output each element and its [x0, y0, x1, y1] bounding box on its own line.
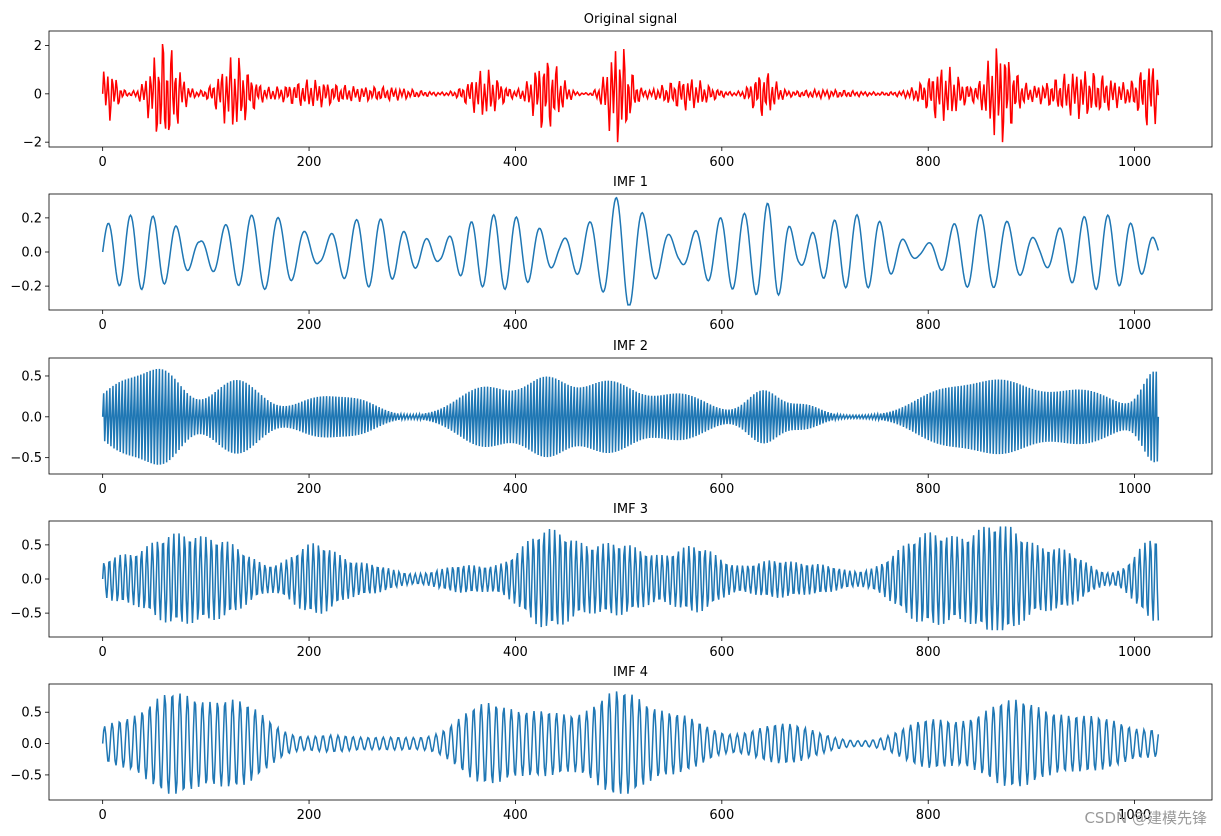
x-tick-label: 400: [503, 155, 528, 170]
y-tick-label: 0.2: [21, 211, 42, 226]
series-line: [101, 43, 1160, 143]
x-tick-label: 0: [99, 155, 107, 170]
y-tick-label: 0.0: [21, 573, 42, 588]
subplot-title: IMF 2: [613, 339, 648, 354]
y-tick-label: −0.2: [10, 280, 42, 295]
x-tick-label: 400: [503, 645, 528, 660]
subplot-4: IMF 3 0 200 400 600 800 1000 −0.5 0.0 0.5: [10, 502, 1213, 660]
y-tick-label: 0.5: [21, 369, 42, 384]
subplot-title: IMF 4: [613, 665, 648, 680]
subplot-2: IMF 1 0 200 400 600 800 1000 −0.2 0.0 0.2: [10, 175, 1213, 333]
x-tick-label: 800: [916, 482, 941, 497]
x-tick-label: 0: [99, 318, 107, 333]
x-tick-label: 1000: [1118, 645, 1151, 660]
axes-frame: [48, 357, 1213, 475]
y-tick-label: −2: [23, 136, 42, 151]
y-tick-label: 0.0: [21, 410, 42, 425]
x-tick-label: 400: [503, 318, 528, 333]
x-tick-label: 0: [99, 808, 107, 823]
y-tick-label: 0: [34, 87, 42, 102]
x-tick-label: 800: [916, 318, 941, 333]
axes-frame: [48, 30, 1213, 148]
x-tick-label: 0: [99, 482, 107, 497]
y-tick-label: 0.5: [21, 538, 42, 553]
subplot-title: Original signal: [584, 12, 677, 27]
subplot-1: Original signal 0 200 400 600 800 1000 −2 0 2: [23, 12, 1213, 170]
x-tick-label: 200: [297, 318, 322, 333]
watermark: CSDN @建模先锋: [1084, 809, 1207, 827]
x-tick-label: 800: [916, 155, 941, 170]
x-tick-label: 1000: [1118, 318, 1151, 333]
y-tick-label: 0.0: [21, 246, 42, 261]
x-tick-label: 400: [503, 482, 528, 497]
x-tick-label: 400: [503, 808, 528, 823]
x-tick-label: 200: [297, 645, 322, 660]
x-tick-label: 1000: [1118, 482, 1151, 497]
subplot-title: IMF 1: [613, 175, 648, 190]
y-tick-label: 0.0: [21, 737, 42, 752]
axes-frame: [48, 193, 1213, 311]
x-tick-label: 200: [297, 155, 322, 170]
subplot-5: IMF 4 0 200 400 600 800 1000 −0.5 0.0 0.5: [10, 665, 1213, 823]
series-line: [101, 526, 1160, 631]
x-tick-label: 600: [709, 645, 734, 660]
x-tick-label: 200: [297, 808, 322, 823]
axes-frame: [48, 683, 1213, 801]
x-tick-label: 200: [297, 482, 322, 497]
x-tick-label: 0: [99, 645, 107, 660]
series-line: [101, 368, 1160, 465]
subplot-title: IMF 3: [613, 502, 648, 517]
x-tick-label: 600: [709, 482, 734, 497]
x-tick-label: 1000: [1118, 155, 1151, 170]
y-tick-label: −0.5: [10, 451, 42, 466]
series-line: [101, 691, 1160, 794]
x-tick-label: 800: [916, 645, 941, 660]
y-tick-label: −0.5: [10, 768, 42, 783]
x-tick-label: 1000: [1118, 808, 1151, 823]
y-tick-label: 2: [34, 39, 42, 54]
x-tick-label: 800: [916, 808, 941, 823]
y-tick-label: −0.5: [10, 607, 42, 622]
y-tick-label: 0.5: [21, 706, 42, 721]
subplot-3: IMF 2 0 200 400 600 800 1000 −0.5 0.0 0.5: [10, 339, 1213, 497]
series-line: [101, 196, 1160, 306]
x-tick-label: 600: [709, 318, 734, 333]
x-tick-label: 600: [709, 155, 734, 170]
x-tick-label: 600: [709, 808, 734, 823]
